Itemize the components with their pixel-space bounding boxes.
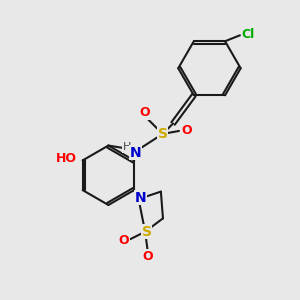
Text: S: S (142, 225, 152, 239)
Text: N: N (130, 146, 142, 160)
Text: N: N (135, 190, 147, 205)
Text: O: O (118, 234, 129, 247)
Text: HO: HO (56, 152, 77, 165)
Text: Cl: Cl (242, 28, 255, 40)
Text: O: O (181, 124, 192, 137)
Text: O: O (142, 250, 153, 262)
Text: H: H (123, 142, 131, 152)
Text: S: S (158, 127, 168, 141)
Text: O: O (139, 106, 149, 119)
